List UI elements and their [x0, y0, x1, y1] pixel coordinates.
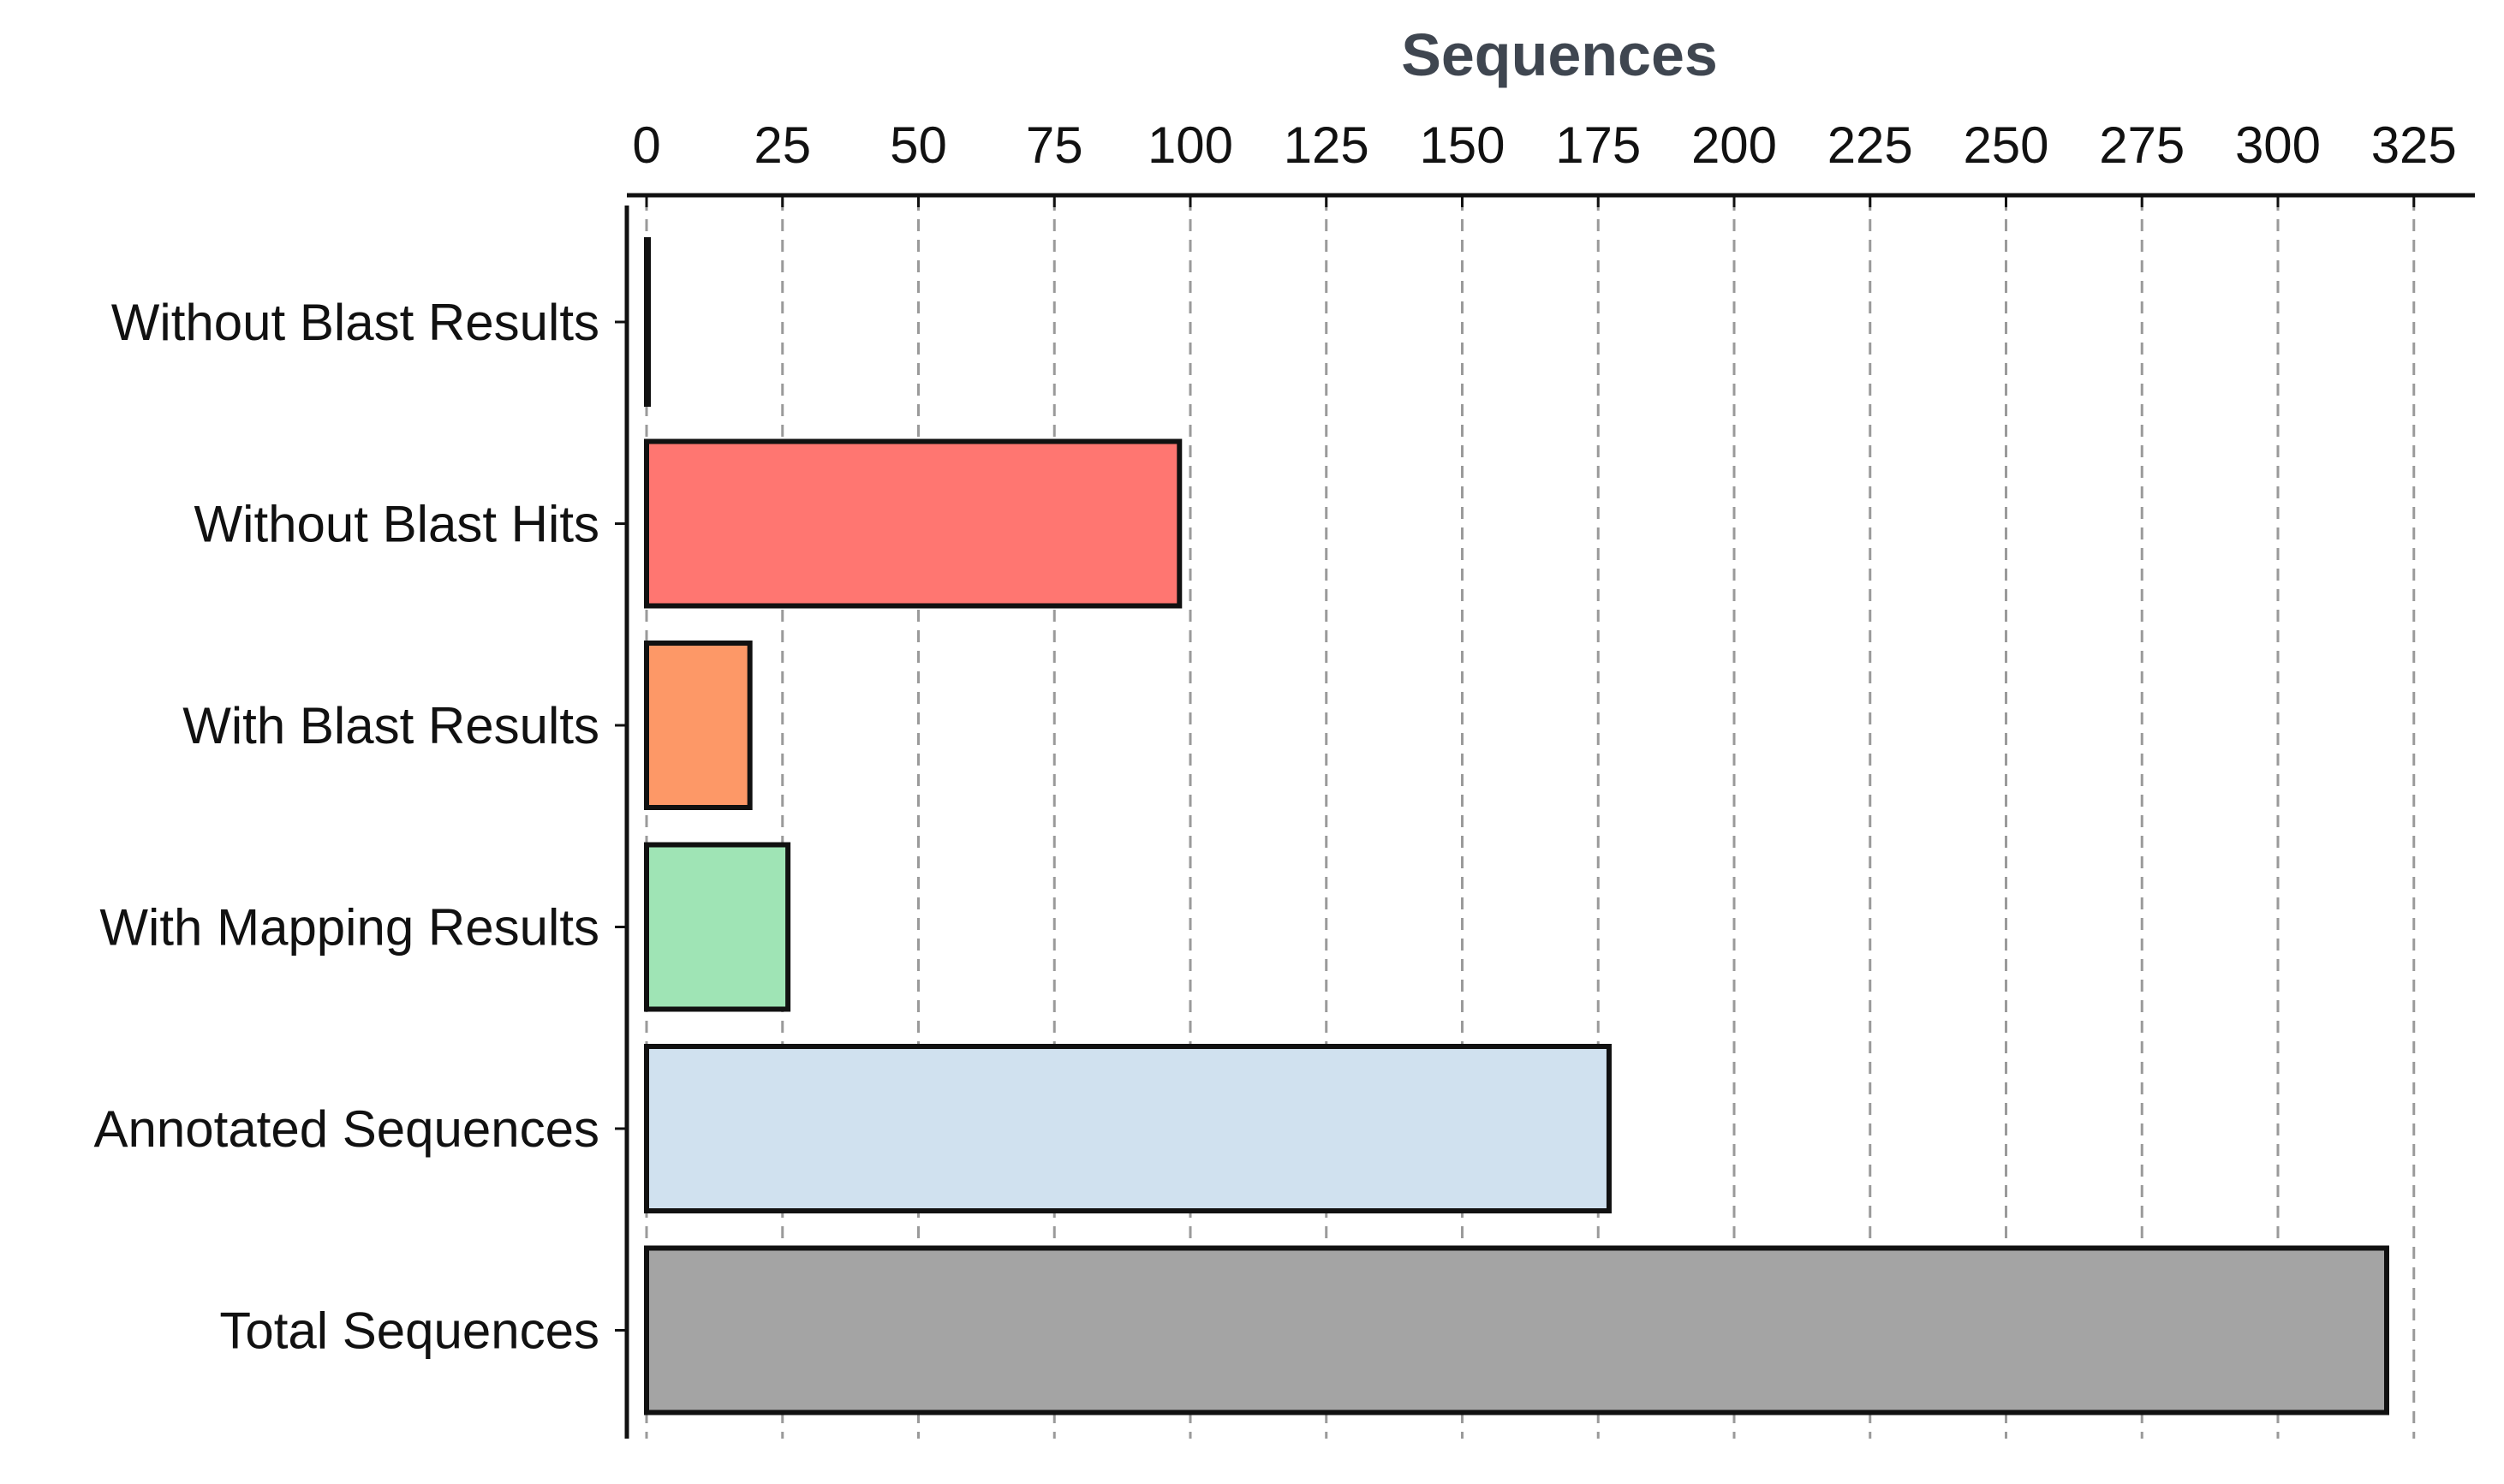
x-tick-label-75: 75 [1026, 116, 1083, 174]
bar-without-blast-hits [644, 438, 1183, 609]
x-tick-label-250: 250 [1963, 116, 2048, 174]
x-tick-label-50: 50 [890, 116, 947, 174]
bar-total-sequences [644, 1245, 2389, 1415]
category-label-with-blast-results: With Blast Results [182, 697, 599, 754]
bar-annotated-sequences [644, 1044, 1612, 1213]
bar-without-blast-results [644, 237, 651, 407]
grid-lines [645, 199, 2416, 1439]
axes [615, 193, 2475, 1439]
x-tick-label-300: 300 [2235, 116, 2321, 174]
bar-with-mapping-results [644, 842, 791, 1012]
category-label-without-blast-hits: Without Blast Hits [194, 496, 599, 553]
category-label-with-mapping-results: With Mapping Results [99, 899, 599, 957]
x-tick-label-200: 200 [1691, 116, 1777, 174]
bars [644, 237, 2389, 1415]
chart-title: Sequences [1401, 21, 1718, 88]
x-tick-label-175: 175 [1555, 116, 1641, 174]
labels: 0 25 50 75 100 125 150 175 200 225 250 275 300 325 Wit… [94, 116, 2457, 1360]
x-tick-label-325: 325 [2371, 116, 2457, 174]
x-tick-label-125: 125 [1284, 116, 1369, 174]
x-tick-label-150: 150 [1419, 116, 1505, 174]
x-tick-label-0: 0 [632, 116, 660, 174]
bar-with-blast-results [644, 641, 753, 810]
x-tick-label-25: 25 [754, 116, 811, 174]
category-label-annotated-sequences: Annotated Sequences [94, 1100, 599, 1158]
x-tick-label-100: 100 [1148, 116, 1233, 174]
category-label-without-blast-results: Without Blast Results [111, 294, 599, 351]
x-tick-label-225: 225 [1827, 116, 1913, 174]
category-label-total-sequences: Total Sequences [219, 1302, 599, 1360]
x-tick-label-275: 275 [2099, 116, 2185, 174]
